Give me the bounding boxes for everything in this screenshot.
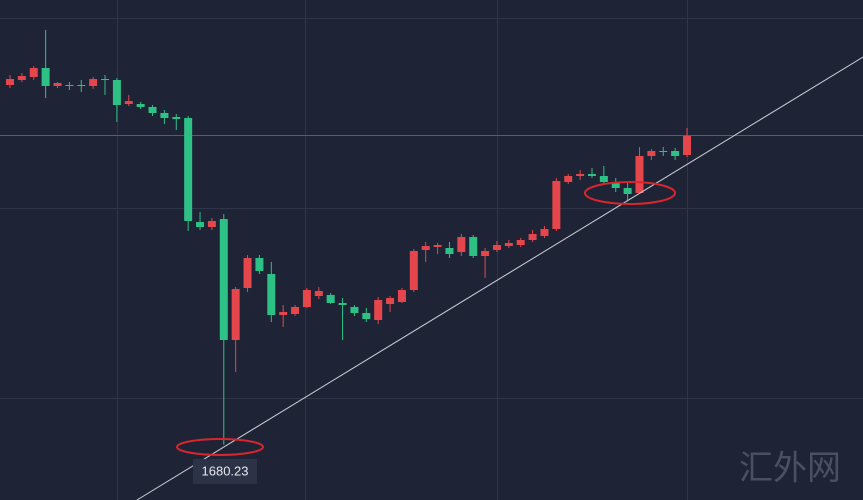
candle-body: [124, 101, 133, 104]
candle-body: [172, 117, 181, 119]
candle-body: [338, 303, 347, 305]
candle-body: [647, 151, 656, 156]
candle-body: [350, 307, 359, 313]
candle-body: [421, 246, 430, 250]
candle-body: [504, 243, 513, 246]
candle-body: [77, 85, 86, 86]
highlight-ellipse: [176, 438, 264, 456]
candle-body: [53, 83, 62, 86]
candle-body: [219, 219, 228, 340]
candle-body: [683, 136, 691, 155]
candle-body: [112, 80, 121, 105]
candle-body: [231, 289, 240, 340]
low-price-label: 1680.23: [202, 463, 249, 478]
highlight-ellipse: [584, 181, 676, 205]
candle-body: [587, 174, 596, 176]
candle-body: [362, 313, 371, 319]
candle-body: [492, 245, 501, 250]
candle-body: [671, 151, 680, 156]
label-box: [193, 459, 257, 484]
candle-body: [481, 251, 490, 256]
candle-body: [623, 188, 632, 194]
candle-body: [255, 258, 264, 271]
candle-body: [148, 107, 157, 113]
candle-body: [635, 156, 644, 193]
candle-body: [41, 68, 50, 86]
candle-body: [29, 68, 38, 77]
candle-body: [611, 183, 620, 188]
candle-body: [6, 79, 14, 85]
candle-body: [564, 176, 573, 182]
candle-body: [433, 245, 442, 247]
trend-line: [136, 56, 863, 500]
candle-body: [279, 312, 288, 315]
candle-body: [89, 79, 98, 86]
candle-body: [326, 295, 335, 303]
candle-body: [445, 248, 454, 254]
candle-body: [528, 234, 537, 240]
candle-body: [243, 258, 252, 288]
candle-body: [397, 290, 406, 302]
watermark: 汇外网: [739, 449, 841, 489]
candle-body: [160, 113, 169, 118]
candle-body: [207, 221, 216, 227]
candle-body: [314, 291, 323, 296]
candle-body: [17, 76, 26, 80]
candle-body: [291, 307, 300, 314]
candle-body: [576, 174, 585, 176]
candles: [6, 30, 691, 445]
candle-body: [65, 85, 74, 86]
candle-body: [196, 222, 205, 227]
candle-body: [101, 79, 110, 80]
candle-body: [136, 104, 145, 107]
candle-body: [552, 181, 561, 229]
candle-body: [599, 176, 608, 182]
candle-body: [409, 251, 418, 290]
candle-body: [267, 274, 276, 315]
candle-body: [457, 237, 466, 252]
candle-body: [469, 237, 478, 256]
candle-body: [386, 298, 395, 304]
candle-body: [374, 300, 383, 320]
candle-body: [184, 118, 193, 221]
candle-body: [516, 240, 525, 245]
candle-body: [302, 290, 311, 307]
candle-body: [659, 151, 668, 152]
candle-body: [540, 229, 549, 236]
